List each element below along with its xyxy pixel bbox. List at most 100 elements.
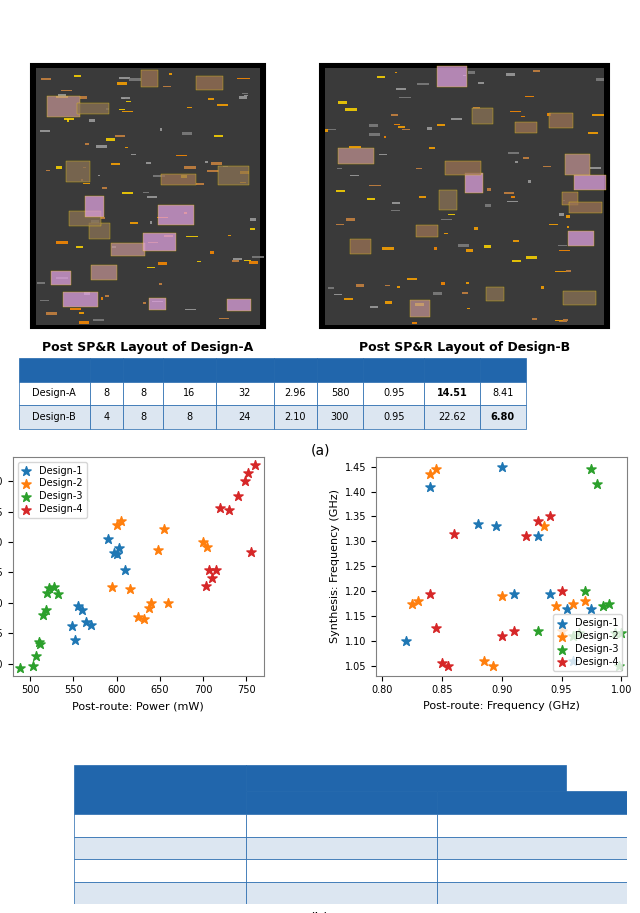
FancyBboxPatch shape <box>146 162 150 164</box>
Text: Frequency
(GHz): Frequency (GHz) <box>367 361 420 380</box>
FancyBboxPatch shape <box>385 285 390 287</box>
FancyBboxPatch shape <box>384 136 387 139</box>
FancyBboxPatch shape <box>524 157 529 159</box>
FancyBboxPatch shape <box>486 188 490 191</box>
FancyBboxPatch shape <box>216 358 274 382</box>
FancyBboxPatch shape <box>559 250 570 251</box>
Design-4 <box>532 514 543 529</box>
Design-3 <box>44 581 54 595</box>
FancyBboxPatch shape <box>369 133 380 136</box>
FancyBboxPatch shape <box>562 192 578 205</box>
FancyBboxPatch shape <box>325 129 328 131</box>
FancyBboxPatch shape <box>417 83 429 85</box>
FancyBboxPatch shape <box>187 107 192 108</box>
FancyBboxPatch shape <box>550 112 573 128</box>
FancyBboxPatch shape <box>480 405 526 428</box>
Design-4 <box>243 466 253 480</box>
Design-4 <box>556 583 566 598</box>
FancyBboxPatch shape <box>40 300 49 301</box>
Text: Post SP&R Layout of Design-A: Post SP&R Layout of Design-A <box>42 341 253 354</box>
Design-4 <box>437 656 447 671</box>
FancyBboxPatch shape <box>160 128 162 131</box>
FancyBboxPatch shape <box>117 82 127 85</box>
FancyBboxPatch shape <box>153 174 164 177</box>
Text: Design-4: Design-4 <box>136 888 185 898</box>
FancyBboxPatch shape <box>448 214 454 215</box>
FancyBboxPatch shape <box>436 124 445 126</box>
FancyBboxPatch shape <box>210 251 214 254</box>
FancyBboxPatch shape <box>558 245 567 247</box>
FancyBboxPatch shape <box>346 218 355 221</box>
Design-2 <box>143 601 154 615</box>
FancyBboxPatch shape <box>51 271 71 285</box>
Text: 22.62: 22.62 <box>438 412 466 422</box>
Design-2 <box>198 535 208 550</box>
Text: (a): (a) <box>310 444 330 457</box>
Design-1 <box>545 586 555 601</box>
Design-3 <box>580 583 591 598</box>
Design-2 <box>133 610 143 624</box>
FancyBboxPatch shape <box>80 97 86 99</box>
Text: 2.96: 2.96 <box>285 388 306 398</box>
Design-4 <box>239 474 250 488</box>
Text: 0.09: 0.09 <box>328 843 355 853</box>
FancyBboxPatch shape <box>163 86 171 88</box>
FancyBboxPatch shape <box>250 218 256 221</box>
Design-4 <box>443 658 453 673</box>
Design-4 <box>200 579 211 593</box>
Design-2 <box>124 582 134 597</box>
FancyBboxPatch shape <box>143 233 176 251</box>
FancyBboxPatch shape <box>436 859 627 882</box>
FancyBboxPatch shape <box>363 382 424 405</box>
FancyBboxPatch shape <box>559 214 564 216</box>
Design-3 <box>34 635 44 649</box>
Design-3 <box>35 637 45 652</box>
Design-3 <box>616 626 627 641</box>
FancyBboxPatch shape <box>120 109 125 110</box>
FancyBboxPatch shape <box>367 197 375 201</box>
Text: 0.35: 0.35 <box>328 866 355 876</box>
FancyBboxPatch shape <box>157 262 166 265</box>
FancyBboxPatch shape <box>467 249 473 252</box>
Text: Energy
(μJ): Energy (μJ) <box>485 361 520 380</box>
FancyBboxPatch shape <box>338 148 374 163</box>
Design-2 <box>580 593 591 608</box>
Design-2 <box>139 612 149 626</box>
Design-4 <box>449 527 459 541</box>
FancyBboxPatch shape <box>90 405 124 428</box>
FancyBboxPatch shape <box>74 765 246 814</box>
FancyBboxPatch shape <box>74 836 246 859</box>
Design-3 <box>38 608 48 623</box>
FancyBboxPatch shape <box>472 108 493 124</box>
FancyBboxPatch shape <box>164 235 173 236</box>
FancyBboxPatch shape <box>129 78 141 80</box>
Text: 8: 8 <box>104 388 109 398</box>
Design-4 <box>509 624 519 638</box>
FancyBboxPatch shape <box>484 245 492 247</box>
FancyBboxPatch shape <box>350 174 358 176</box>
FancyBboxPatch shape <box>486 288 504 301</box>
FancyBboxPatch shape <box>527 180 531 183</box>
FancyBboxPatch shape <box>441 282 445 285</box>
FancyBboxPatch shape <box>121 97 129 100</box>
Design-4 <box>204 562 214 577</box>
FancyBboxPatch shape <box>216 405 274 428</box>
FancyBboxPatch shape <box>219 318 229 320</box>
Text: 0.95: 0.95 <box>383 388 404 398</box>
FancyBboxPatch shape <box>244 260 252 261</box>
FancyBboxPatch shape <box>126 100 131 101</box>
FancyBboxPatch shape <box>337 224 344 226</box>
FancyBboxPatch shape <box>480 382 526 405</box>
FancyBboxPatch shape <box>391 210 400 212</box>
FancyBboxPatch shape <box>232 259 239 262</box>
Text: 32: 32 <box>239 388 251 398</box>
FancyBboxPatch shape <box>424 382 480 405</box>
FancyBboxPatch shape <box>424 405 480 428</box>
Design-1 <box>563 602 573 616</box>
FancyBboxPatch shape <box>240 171 249 173</box>
Design-2 <box>163 595 173 610</box>
FancyBboxPatch shape <box>147 196 157 198</box>
Text: Power
(mW): Power (mW) <box>324 361 356 380</box>
FancyBboxPatch shape <box>106 138 115 141</box>
Design-2 <box>497 589 507 603</box>
